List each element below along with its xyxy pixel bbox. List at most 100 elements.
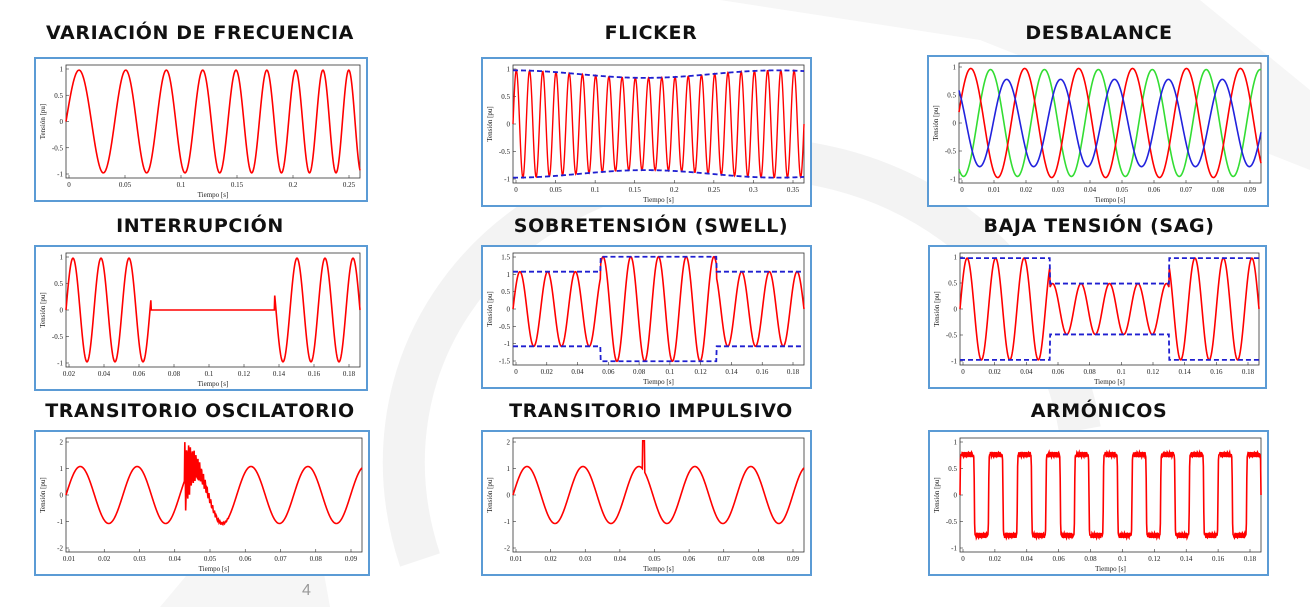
panel-transitorio-impulsivo: TRANSITORIO IMPULSIVO 2 1 0 -1 -2 0.01 0.02 0.0… xyxy=(481,400,821,580)
panel-title: TRANSITORIO OSCILATORIO xyxy=(45,400,355,422)
x-tick-label: 0.02 xyxy=(98,555,111,563)
plot-frame: 1 0.5 0 -0.5 -1 0 0.05 0.1 0.15 0.2 0.25 0.3 0.35 Ten… xyxy=(481,57,812,207)
y-axis-label: Tensión [pu] xyxy=(486,477,494,512)
y-axis-label: Tensión [pu] xyxy=(486,106,494,141)
signal-line xyxy=(65,442,363,527)
y-axis-label: Tensión [pu] xyxy=(39,477,47,512)
x-tick-label: 0.1 xyxy=(1117,368,1126,376)
panel-title: INTERRUPCIÓN xyxy=(116,215,284,237)
y-tick-label: 0.5 xyxy=(54,92,63,100)
envelope-line xyxy=(960,333,1259,361)
x-tick-label: 0.05 xyxy=(648,555,661,563)
x-axis-label: Tiempo [s] xyxy=(643,378,674,386)
signal-line xyxy=(512,68,805,180)
x-tick-label: 0.16 xyxy=(308,370,321,378)
x-tick-label: 0 xyxy=(514,368,518,376)
y-tick-label: -1 xyxy=(951,358,957,366)
x-tick-label: 0.04 xyxy=(169,555,182,563)
y-tick-label: -1 xyxy=(950,176,956,184)
y-axis-label: Tensión [pu] xyxy=(39,104,47,139)
y-tick-label: -0.5 xyxy=(499,323,511,331)
panel-title: TRANSITORIO IMPULSIVO xyxy=(509,400,793,422)
x-tick-label: 0.08 xyxy=(633,368,646,376)
panel-title: VARIACIÓN DE FRECUENCIA xyxy=(46,22,354,44)
x-tick-label: 0.14 xyxy=(725,368,738,376)
y-tick-label: -1 xyxy=(57,171,63,179)
x-tick-label: 0.08 xyxy=(1212,186,1225,194)
y-tick-label: -1 xyxy=(504,518,510,526)
x-tick-label: 0.15 xyxy=(629,186,642,194)
y-tick-label: -1 xyxy=(57,360,63,368)
x-tick-label: 0.06 xyxy=(1052,368,1065,376)
panel-title: BAJA TENSIÓN (SAG) xyxy=(983,215,1215,237)
signal-line xyxy=(959,257,1260,361)
x-tick-label: 0.06 xyxy=(1148,186,1161,194)
x-tick-label: 0.04 xyxy=(1084,186,1097,194)
x-tick-label: 0.25 xyxy=(343,181,356,189)
x-tick-label: 0.02 xyxy=(63,370,76,378)
x-tick-label: 0.02 xyxy=(541,368,554,376)
plot-frame: 1 0.5 0 -0.5 -1 0 0.05 0.1 0.15 0.2 0.25 Tensión [p… xyxy=(34,57,368,202)
y-tick-label: -1 xyxy=(504,176,510,184)
y-tick-label: 0.5 xyxy=(948,465,957,473)
plot-frame: 1 0.5 0 -0.5 -1 0.02 0.04 0.06 0.08 0.1 0.12 0.14 0.… xyxy=(34,245,368,391)
y-tick-label: 0 xyxy=(507,306,511,314)
y-tick-label: -0.5 xyxy=(499,148,511,156)
y-axis-label: Tensión [pu] xyxy=(933,291,941,326)
x-tick-label: 0.1 xyxy=(1118,555,1127,563)
x-tick-label: 0.07 xyxy=(1180,186,1193,194)
x-axis-label: Tiempo [s] xyxy=(1095,565,1126,573)
y-tick-label: -1 xyxy=(951,545,957,553)
x-tick-label: 0.12 xyxy=(1148,555,1161,563)
x-tick-label: 0.1 xyxy=(666,368,675,376)
envelope-line xyxy=(513,345,804,363)
y-tick-label: -2 xyxy=(57,545,63,553)
y-tick-label: -0.5 xyxy=(946,518,958,526)
y-tick-label: 0.5 xyxy=(948,280,957,288)
x-tick-label: 0.03 xyxy=(133,555,146,563)
plot: 1 0.5 0 -0.5 -1 0 0.02 0.04 0.06 0.08 0.1 0.12 0.14 0… xyxy=(933,437,1262,573)
x-tick-label: 0.05 xyxy=(1116,186,1129,194)
x-tick-label: 0.16 xyxy=(1212,555,1225,563)
panel-flicker: FLICKER 1 0.5 0 -0.5 -1 0 0.05 0.1 0.15 0.2 0.25 0.… xyxy=(481,20,821,210)
x-tick-label: 0.01 xyxy=(510,555,523,563)
envelope-line xyxy=(513,169,805,179)
x-tick-label: 0.08 xyxy=(168,370,181,378)
plot-frame: 1.5 1 0.5 0 -0.5 -1 -1.5 0 0.02 0.04 0.06 0.08 0.1 0.… xyxy=(481,245,812,389)
x-tick-label: 0.15 xyxy=(231,181,244,189)
signal-line xyxy=(958,78,1262,168)
y-tick-label: 1 xyxy=(60,254,64,262)
x-tick-label: 0.08 xyxy=(752,555,765,563)
x-axis-label: Tiempo [s] xyxy=(198,191,229,199)
plot: 1.510.50-0.5-1-1.50 0.02 0.04 0.06 0.08 0.1 0.… xyxy=(486,252,805,386)
plot: 2 1 0 -1 -20.01 0.02 0.03 0.04 0.05 0.06 0.07 0.08 0… xyxy=(486,437,805,573)
y-tick-label: 0 xyxy=(60,118,64,126)
x-tick-label: 0.16 xyxy=(756,368,769,376)
panel-desbalance: DESBALANCE 1 0.5 0 -0.5 -1 0 0.01 0.02 0.03 0.04 0… xyxy=(924,20,1274,210)
x-axis-label: Tiempo [s] xyxy=(643,196,674,204)
x-axis-label: Tiempo [s] xyxy=(1095,196,1126,204)
x-tick-label: 0.06 xyxy=(602,368,615,376)
y-tick-label: 0.5 xyxy=(501,288,510,296)
plot: 1 0.5 0 -0.5 -10.02 0.04 0.06 0.08 0.1 0.12 0.14 0.… xyxy=(39,252,361,388)
y-tick-label: 1 xyxy=(954,254,958,262)
x-axis-label: Tiempo [s] xyxy=(643,565,674,573)
panel-transitorio-oscilatorio: TRANSITORIO OSCILATORIO 2 1 0 -1 -2 0.01 0.02 0… xyxy=(30,400,370,580)
x-tick-label: 0.03 xyxy=(579,555,592,563)
x-tick-label: 0.07 xyxy=(718,555,731,563)
x-tick-label: 0.09 xyxy=(345,555,358,563)
x-tick-label: 0.09 xyxy=(787,555,800,563)
x-tick-label: 0.1 xyxy=(177,181,186,189)
x-tick-label: 0.12 xyxy=(1147,368,1160,376)
x-tick-label: 0.1 xyxy=(591,186,600,194)
y-tick-label: -0.5 xyxy=(946,332,958,340)
x-tick-label: 0.05 xyxy=(549,186,562,194)
x-tick-label: 0.02 xyxy=(1020,186,1033,194)
x-tick-label: 0.18 xyxy=(1242,368,1255,376)
x-tick-label: 0.04 xyxy=(614,555,627,563)
x-tick-label: 0.12 xyxy=(238,370,251,378)
y-tick-label: 0 xyxy=(953,120,957,128)
plot-frame: 1 0.5 0 -0.5 -1 0 0.01 0.02 0.03 0.04 0.05 0.06 0.07… xyxy=(927,55,1269,207)
plot: 1 0.5 0 -0.5 -1 0 0.02 0.04 0.06 0.08 0.1 0.12 0.14 0… xyxy=(933,252,1260,386)
signal-line xyxy=(959,449,1262,541)
